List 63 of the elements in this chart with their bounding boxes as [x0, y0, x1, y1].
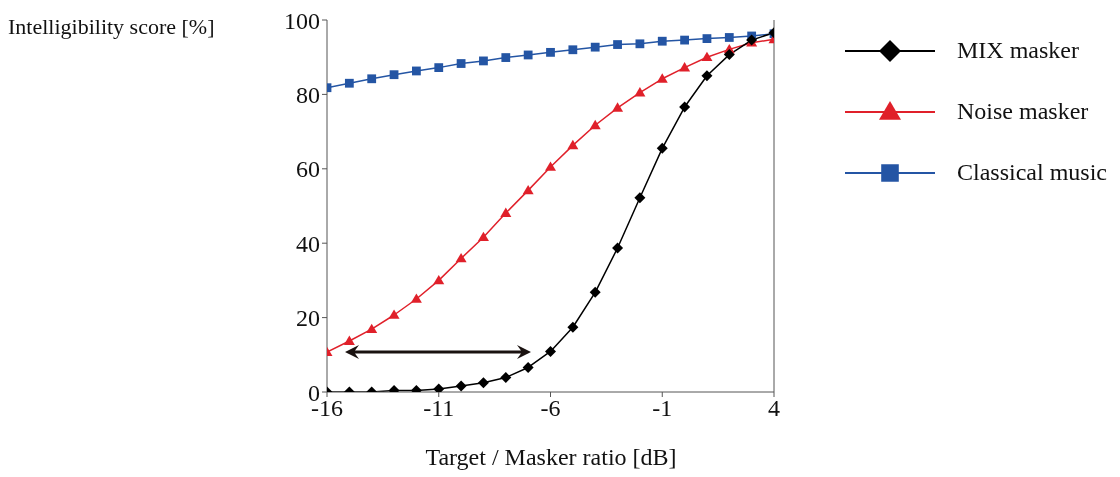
- x-tick-label: 4: [768, 395, 780, 422]
- legend-label: Noise masker: [957, 98, 1089, 125]
- point: [702, 34, 712, 43]
- point: [433, 383, 445, 392]
- point: [613, 40, 622, 49]
- point: [412, 66, 421, 76]
- point: [634, 192, 646, 204]
- point: [656, 142, 668, 154]
- point: [680, 35, 689, 45]
- point: [477, 231, 489, 242]
- point: [567, 139, 579, 150]
- point: [477, 377, 489, 389]
- point: [701, 70, 713, 82]
- x-tick-label: -11: [423, 395, 455, 422]
- point: [410, 293, 422, 303]
- point: [590, 42, 600, 52]
- point: [545, 345, 556, 357]
- point: [546, 47, 555, 57]
- point: [479, 56, 488, 66]
- y-tick-label: 40: [296, 230, 320, 257]
- point: [367, 74, 377, 84]
- point: [366, 323, 378, 333]
- point: [656, 73, 668, 83]
- point: [389, 70, 399, 80]
- point: [522, 361, 534, 373]
- point: [679, 62, 691, 72]
- point: [589, 286, 601, 298]
- x-axis-title: Target / Masker ratio [dB]: [424, 444, 678, 471]
- point: [701, 51, 713, 62]
- y-tick-label: 80: [296, 81, 320, 108]
- point: [433, 274, 445, 285]
- point: [612, 242, 624, 254]
- point: [523, 50, 533, 60]
- point: [679, 101, 691, 113]
- point: [723, 49, 735, 61]
- point: [344, 78, 354, 88]
- point: [388, 309, 400, 319]
- point: [522, 184, 534, 195]
- point: [455, 252, 467, 263]
- point: [635, 39, 645, 49]
- y-tick-label: 60: [296, 156, 320, 183]
- point: [545, 161, 556, 171]
- point: [500, 371, 512, 383]
- y-tick-label: 20: [296, 305, 320, 332]
- point: [724, 33, 734, 42]
- point: [657, 36, 667, 46]
- point: [456, 59, 466, 68]
- point: [455, 380, 467, 392]
- x-tick-label: -1: [652, 395, 673, 422]
- point: [501, 53, 511, 62]
- point: [612, 102, 624, 112]
- point: [343, 335, 355, 345]
- legend-label: MIX masker: [957, 37, 1079, 64]
- point: [589, 119, 601, 130]
- y-tick-label: 100: [284, 7, 320, 34]
- y-axis-title: Intelligibility score [%]: [8, 14, 215, 40]
- point: [568, 45, 578, 55]
- point: [434, 63, 444, 73]
- legend-label: Classical music: [957, 159, 1107, 186]
- point: [634, 87, 646, 97]
- point: [567, 321, 579, 333]
- x-tick-label: -6: [540, 395, 561, 422]
- point: [500, 207, 512, 217]
